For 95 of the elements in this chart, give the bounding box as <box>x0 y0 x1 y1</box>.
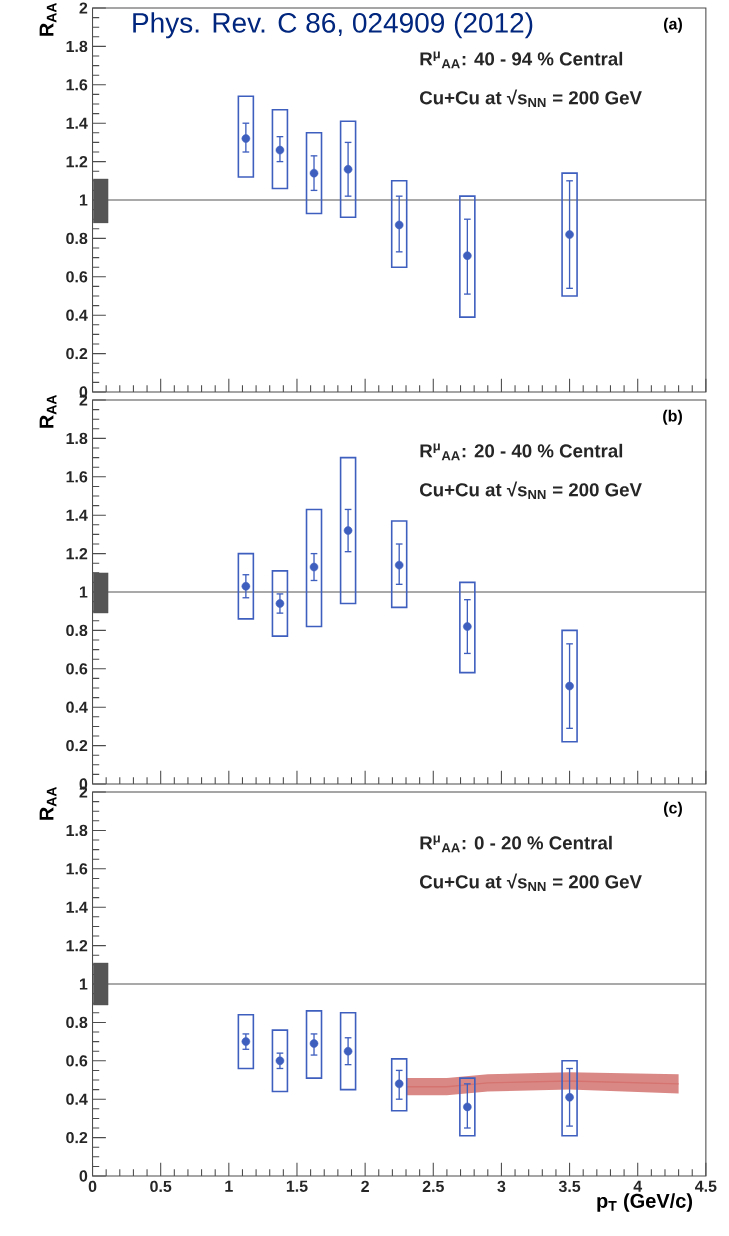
x-axis-title: p$_{T}$ (GeV/c) <box>597 1193 693 1212</box>
point <box>463 1102 472 1112</box>
annotation: (b) <box>663 409 682 425</box>
bar <box>305 1010 323 1079</box>
point <box>309 168 319 178</box>
point <box>343 526 353 535</box>
point <box>343 165 353 174</box>
annotation: Phys. Rev. C 86, 024909 (2012) <box>133 12 533 39</box>
bar <box>271 108 289 190</box>
y-tick-label: 0.4 <box>66 309 88 321</box>
y-tick-label: 0.6 <box>66 663 88 675</box>
y-tick-label: 0.2 <box>66 347 88 360</box>
point <box>565 681 574 691</box>
y-tick-label: 1.2 <box>66 548 88 560</box>
point <box>275 145 285 155</box>
annotation: R$^{μ}$$_{AA}$: 40 - 94 % Central <box>420 51 623 69</box>
bar <box>237 552 255 620</box>
point <box>463 251 472 260</box>
y-tick-label: 1.6 <box>66 79 88 91</box>
y-tick-label: 0.2 <box>66 739 88 752</box>
y-axis-title: R$_{AA}$ <box>39 786 57 820</box>
y-tick-label: 1.2 <box>66 940 88 952</box>
point <box>565 230 574 239</box>
y-tick-label: 2 <box>79 2 88 14</box>
bar <box>339 120 357 219</box>
annotation: R$^{μ}$$_{AA}$: 20 - 40 % Central <box>420 443 623 461</box>
y-tick-label: 1.6 <box>66 471 88 483</box>
bar <box>339 456 357 605</box>
y-tick-label: 0.8 <box>66 1016 88 1029</box>
bar <box>271 1029 289 1093</box>
bar <box>237 95 255 178</box>
y-tick-label: 1.4 <box>66 509 88 521</box>
annotation: Cu+Cu at √s$_{NN}$ = 200 GeV <box>420 481 642 500</box>
bar <box>390 180 408 269</box>
x-tick-label: 4.5 <box>695 1180 717 1192</box>
annotation: R$^{μ}$$_{AA}$: 0 - 20 % Central <box>420 835 612 853</box>
bar <box>561 1060 578 1137</box>
point <box>343 1046 353 1056</box>
y-tick-label: 0.4 <box>66 1093 88 1105</box>
y-tick-label: 0.6 <box>66 271 88 283</box>
annotation: Cu+Cu at √s$_{NN}$ = 200 GeV <box>420 89 642 108</box>
x-tick-label: 1.5 <box>286 1180 308 1192</box>
x-tick-label: 1 <box>225 1180 233 1192</box>
y-tick-label: 1.4 <box>66 901 88 913</box>
y-tick-label: 1.2 <box>66 156 88 168</box>
bar <box>459 195 476 318</box>
y-tick-label: 1.4 <box>66 117 88 129</box>
bar <box>459 581 476 674</box>
annotation: (a) <box>664 17 682 33</box>
y-tick-label: 0.8 <box>66 624 88 637</box>
y-tick-label: 1 <box>79 978 88 990</box>
y-tick-label: 1.8 <box>66 432 88 445</box>
y-tick-label: 1.8 <box>66 824 88 837</box>
bar <box>271 570 289 637</box>
y-tick-label: 0.4 <box>66 701 88 713</box>
point <box>309 1039 319 1048</box>
x-tick-label: 4 <box>633 1180 643 1192</box>
point <box>275 599 285 608</box>
point <box>241 134 251 143</box>
y-tick-label: 0.6 <box>66 1055 88 1067</box>
y-tick-label: 0 <box>79 1170 88 1182</box>
bar <box>561 172 578 297</box>
y-tick-label: 1.6 <box>66 863 88 875</box>
point <box>241 581 251 591</box>
point <box>463 622 472 631</box>
bar <box>237 1013 255 1070</box>
point <box>565 1093 574 1102</box>
bar <box>390 520 408 609</box>
point <box>394 560 404 570</box>
annotation: (c) <box>664 801 682 817</box>
y-tick-label: 0.8 <box>66 232 88 245</box>
bar <box>305 132 323 215</box>
point <box>241 1037 251 1046</box>
x-tick-label: 0 <box>88 1180 97 1193</box>
y-tick-label: 1 <box>79 194 88 206</box>
point <box>309 562 319 572</box>
y-axis-title: R$_{AA}$ <box>39 2 57 36</box>
x-tick-label: 2.5 <box>422 1180 444 1193</box>
x-tick-label: 0.5 <box>150 1180 172 1193</box>
bar <box>561 629 578 743</box>
bar <box>339 1012 357 1091</box>
y-tick-label: 0.2 <box>66 1131 88 1144</box>
annotation: Cu+Cu at √s$_{NN}$ = 200 GeV <box>420 873 642 892</box>
y-tick-label: 1.8 <box>66 40 88 53</box>
x-tick-label: 3 <box>497 1180 506 1193</box>
point <box>394 220 404 230</box>
bar <box>459 1077 476 1137</box>
x-tick-label: 2 <box>361 1180 369 1192</box>
bar <box>305 508 323 628</box>
y-tick-label: 1 <box>79 586 88 598</box>
x-tick-label: 3.5 <box>558 1180 581 1193</box>
y-axis-title: R$_{AA}$ <box>39 394 57 428</box>
point <box>394 1079 404 1089</box>
point <box>275 1056 285 1066</box>
bar <box>390 1058 408 1112</box>
